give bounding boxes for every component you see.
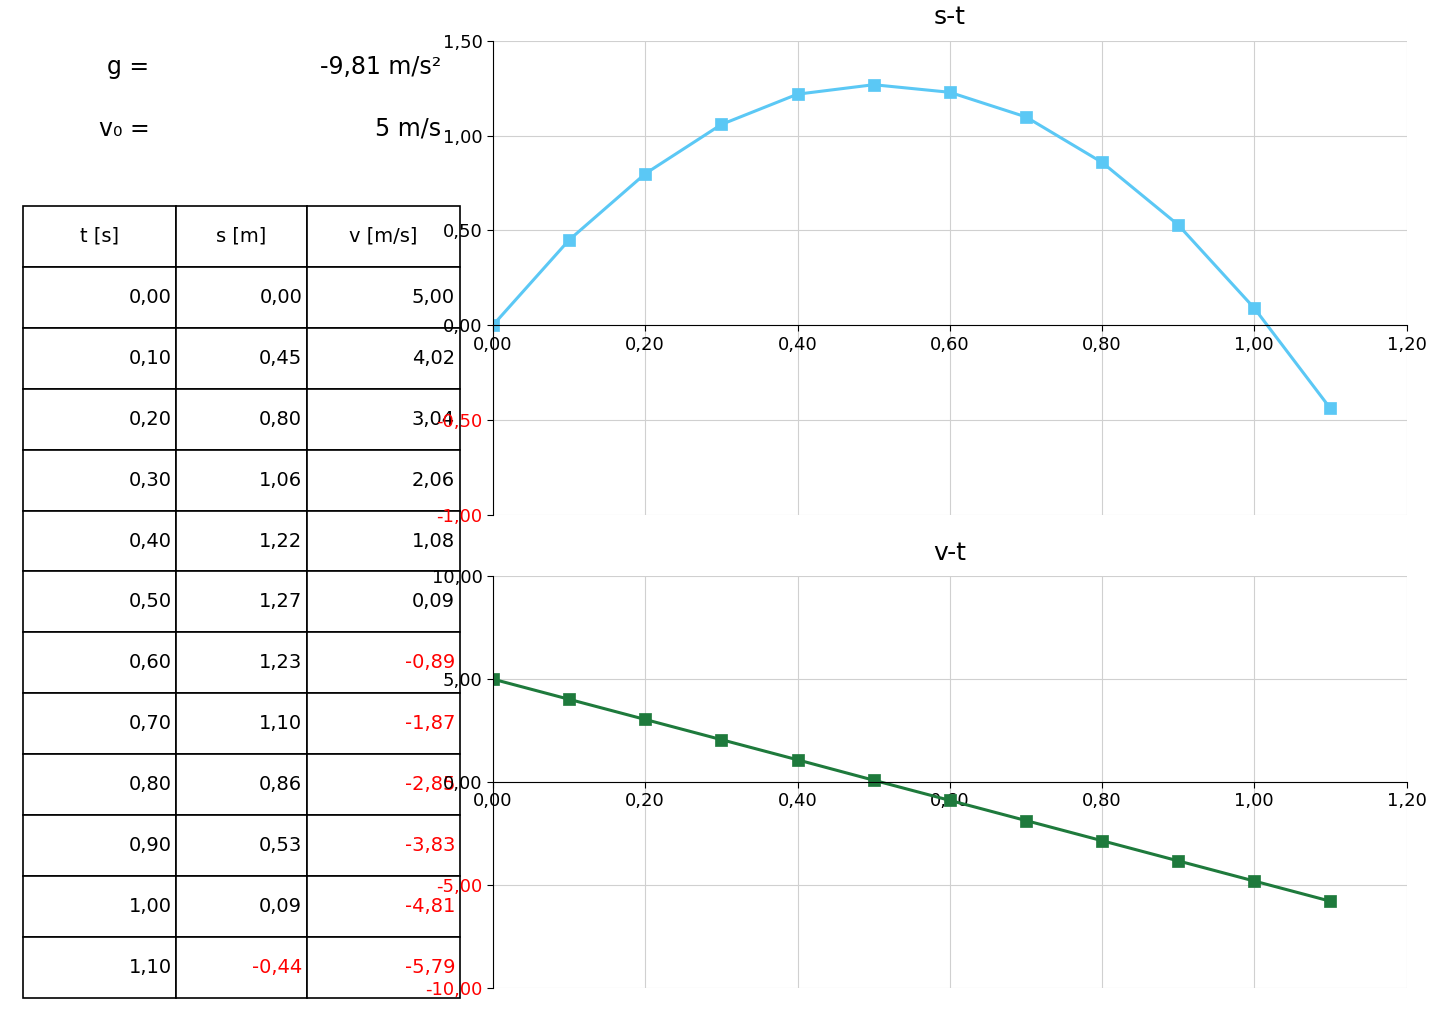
Bar xyxy=(307,815,460,877)
Text: -3,83: -3,83 xyxy=(405,837,455,855)
Text: -4,81: -4,81 xyxy=(405,897,455,916)
Bar xyxy=(307,754,460,815)
Bar xyxy=(307,877,460,937)
Bar xyxy=(177,754,307,815)
Text: 0,45: 0,45 xyxy=(260,349,302,367)
Text: 0,80: 0,80 xyxy=(129,775,171,794)
Text: 1,22: 1,22 xyxy=(260,532,302,551)
Bar xyxy=(23,450,177,510)
Bar xyxy=(23,389,177,450)
Bar xyxy=(177,206,307,267)
Text: t [s]: t [s] xyxy=(80,226,119,246)
Text: 1,23: 1,23 xyxy=(260,653,302,672)
Text: 0,00: 0,00 xyxy=(129,288,171,307)
Bar xyxy=(307,389,460,450)
Bar xyxy=(177,510,307,571)
Text: 1,08: 1,08 xyxy=(412,532,455,551)
Text: g =: g = xyxy=(107,55,149,79)
Text: 3,04: 3,04 xyxy=(412,410,455,429)
Text: 0,60: 0,60 xyxy=(129,653,171,672)
Text: 2,06: 2,06 xyxy=(412,470,455,490)
Text: 0,50: 0,50 xyxy=(129,593,171,611)
Bar xyxy=(177,327,307,389)
Bar xyxy=(307,633,460,694)
Bar xyxy=(177,633,307,694)
Text: v [m/s]: v [m/s] xyxy=(349,226,418,246)
Bar xyxy=(307,510,460,571)
Bar xyxy=(177,877,307,937)
Text: 1,06: 1,06 xyxy=(260,470,302,490)
Bar xyxy=(23,815,177,877)
Text: 5,00: 5,00 xyxy=(412,288,455,307)
Text: 5 m/s: 5 m/s xyxy=(376,116,441,141)
Bar xyxy=(307,571,460,633)
Text: 0,80: 0,80 xyxy=(260,410,302,429)
Text: -0,44: -0,44 xyxy=(252,958,302,978)
Text: 1,00: 1,00 xyxy=(129,897,171,916)
Text: 0,20: 0,20 xyxy=(129,410,171,429)
Bar xyxy=(177,937,307,998)
Text: 0,40: 0,40 xyxy=(129,532,171,551)
Bar xyxy=(307,937,460,998)
Bar xyxy=(23,694,177,754)
Title: s-t: s-t xyxy=(934,5,966,30)
Bar xyxy=(177,267,307,327)
Title: v-t: v-t xyxy=(934,540,966,565)
Bar xyxy=(23,327,177,389)
Bar xyxy=(307,327,460,389)
Bar xyxy=(307,694,460,754)
Bar xyxy=(23,206,177,267)
Bar xyxy=(23,937,177,998)
Text: 0,30: 0,30 xyxy=(129,470,171,490)
Text: -5,79: -5,79 xyxy=(405,958,455,978)
Text: 0,70: 0,70 xyxy=(129,714,171,734)
Text: 0,90: 0,90 xyxy=(129,837,171,855)
Bar xyxy=(23,571,177,633)
Text: 4,02: 4,02 xyxy=(412,349,455,367)
Bar xyxy=(177,450,307,510)
Text: 0,86: 0,86 xyxy=(260,775,302,794)
Text: s [m]: s [m] xyxy=(216,226,267,246)
Text: -0,89: -0,89 xyxy=(405,653,455,672)
Bar xyxy=(177,815,307,877)
Text: -2,85: -2,85 xyxy=(405,775,455,794)
Bar xyxy=(177,389,307,450)
Bar xyxy=(177,571,307,633)
Bar xyxy=(23,877,177,937)
Text: 0,09: 0,09 xyxy=(412,593,455,611)
Text: 0,09: 0,09 xyxy=(260,897,302,916)
Text: 1,10: 1,10 xyxy=(129,958,171,978)
Bar xyxy=(177,694,307,754)
Text: 0,00: 0,00 xyxy=(260,288,302,307)
Text: -9,81 m/s²: -9,81 m/s² xyxy=(320,55,441,79)
Bar xyxy=(23,510,177,571)
Text: 1,27: 1,27 xyxy=(260,593,302,611)
Bar xyxy=(23,754,177,815)
Text: 1,10: 1,10 xyxy=(260,714,302,734)
Text: v₀ =: v₀ = xyxy=(99,116,149,141)
Bar xyxy=(307,450,460,510)
Text: 0,10: 0,10 xyxy=(129,349,171,367)
Bar xyxy=(307,206,460,267)
Text: -1,87: -1,87 xyxy=(405,714,455,734)
Bar xyxy=(23,633,177,694)
Text: 0,53: 0,53 xyxy=(260,837,302,855)
Bar xyxy=(307,267,460,327)
Bar xyxy=(23,267,177,327)
